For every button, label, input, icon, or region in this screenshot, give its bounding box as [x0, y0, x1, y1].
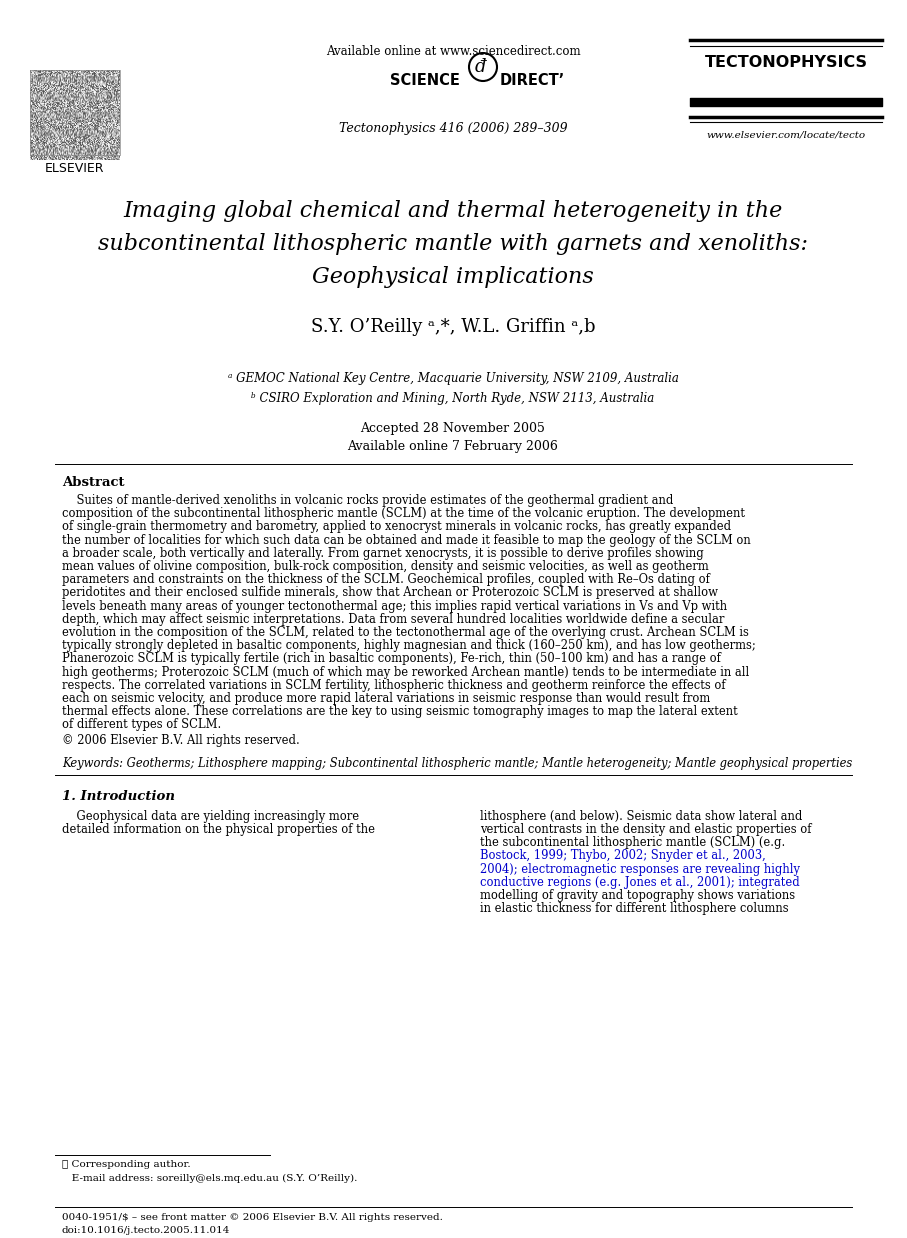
Text: ᵇ CSIRO Exploration and Mining, North Ryde, NSW 2113, Australia: ᵇ CSIRO Exploration and Mining, North Ry…: [251, 392, 655, 405]
Text: evolution in the composition of the SCLM, related to the tectonothermal age of t: evolution in the composition of the SCLM…: [62, 626, 749, 639]
Text: subcontinental lithospheric mantle with garnets and xenoliths:: subcontinental lithospheric mantle with …: [98, 233, 808, 255]
Text: thermal effects alone. These correlations are the key to using seismic tomograph: thermal effects alone. These correlation…: [62, 706, 737, 718]
Text: the subcontinental lithospheric mantle (SCLM) (e.g.: the subcontinental lithospheric mantle (…: [480, 836, 785, 849]
Text: TECTONOPHYSICS: TECTONOPHYSICS: [705, 54, 867, 71]
Text: detailed information on the physical properties of the: detailed information on the physical pro…: [62, 823, 375, 836]
Text: conductive regions (e.g. Jones et al., 2001); integrated: conductive regions (e.g. Jones et al., 2…: [480, 875, 800, 889]
Text: lithosphere (and below). Seismic data show lateral and: lithosphere (and below). Seismic data sh…: [480, 810, 803, 823]
Text: in elastic thickness for different lithosphere columns: in elastic thickness for different litho…: [480, 903, 788, 915]
Text: composition of the subcontinental lithospheric mantle (SCLM) at the time of the : composition of the subcontinental lithos…: [62, 508, 745, 520]
Text: ★ Corresponding author.: ★ Corresponding author.: [62, 1160, 190, 1169]
Text: typically strongly depleted in basaltic components, highly magnesian and thick (: typically strongly depleted in basaltic …: [62, 639, 756, 652]
Text: peridotites and their enclosed sulfide minerals, show that Archean or Proterozoi: peridotites and their enclosed sulfide m…: [62, 587, 718, 599]
Text: Available online 7 February 2006: Available online 7 February 2006: [347, 439, 559, 453]
Text: each on seismic velocity, and produce more rapid lateral variations in seismic r: each on seismic velocity, and produce mo…: [62, 692, 710, 704]
Text: đ: đ: [474, 58, 486, 76]
Text: Tectonophysics 416 (2006) 289–309: Tectonophysics 416 (2006) 289–309: [338, 123, 567, 135]
Text: of different types of SCLM.: of different types of SCLM.: [62, 718, 221, 732]
Text: mean values of olivine composition, bulk-rock composition, density and seismic v: mean values of olivine composition, bulk…: [62, 560, 708, 573]
Text: DIRECT’: DIRECT’: [500, 73, 565, 88]
Text: Geophysical data are yielding increasingly more: Geophysical data are yielding increasing…: [62, 810, 359, 823]
Text: E-mail address: soreilly@els.mq.edu.au (S.Y. O’Reilly).: E-mail address: soreilly@els.mq.edu.au (…: [62, 1174, 357, 1184]
Text: 2004); electromagnetic responses are revealing highly: 2004); electromagnetic responses are rev…: [480, 863, 800, 875]
Text: Suites of mantle-derived xenoliths in volcanic rocks provide estimates of the ge: Suites of mantle-derived xenoliths in vo…: [62, 494, 673, 508]
Text: depth, which may affect seismic interpretations. Data from several hundred local: depth, which may affect seismic interpre…: [62, 613, 725, 625]
Text: 0040-1951/$ – see front matter © 2006 Elsevier B.V. All rights reserved.: 0040-1951/$ – see front matter © 2006 El…: [62, 1213, 443, 1222]
Text: a broader scale, both vertically and laterally. From garnet xenocrysts, it is po: a broader scale, both vertically and lat…: [62, 547, 704, 560]
Text: Geophysical implications: Geophysical implications: [312, 266, 594, 288]
Text: Accepted 28 November 2005: Accepted 28 November 2005: [361, 422, 545, 435]
Text: SCIENCE: SCIENCE: [390, 73, 460, 88]
Text: of single-grain thermometry and barometry, applied to xenocryst minerals in volc: of single-grain thermometry and barometr…: [62, 520, 731, 534]
Text: levels beneath many areas of younger tectonothermal age; this implies rapid vert: levels beneath many areas of younger tec…: [62, 599, 727, 613]
Text: vertical contrasts in the density and elastic properties of: vertical contrasts in the density and el…: [480, 823, 812, 836]
Text: S.Y. O’Reilly ᵃ,*, W.L. Griffin ᵃ,b: S.Y. O’Reilly ᵃ,*, W.L. Griffin ᵃ,b: [311, 318, 595, 335]
Text: Keywords: Geotherms; Lithosphere mapping; Subcontinental lithospheric mantle; Ma: Keywords: Geotherms; Lithosphere mapping…: [62, 756, 853, 770]
Text: high geotherms; Proterozoic SCLM (much of which may be reworked Archean mantle) : high geotherms; Proterozoic SCLM (much o…: [62, 666, 749, 678]
Text: doi:10.1016/j.tecto.2005.11.014: doi:10.1016/j.tecto.2005.11.014: [62, 1226, 230, 1236]
Text: the number of localities for which such data can be obtained and made it feasibl: the number of localities for which such …: [62, 534, 751, 547]
Text: Phanerozoic SCLM is typically fertile (rich in basaltic components), Fe-rich, th: Phanerozoic SCLM is typically fertile (r…: [62, 652, 721, 665]
Text: www.elsevier.com/locate/tecto: www.elsevier.com/locate/tecto: [707, 131, 865, 140]
Text: Abstract: Abstract: [62, 475, 124, 489]
Text: ELSEVIER: ELSEVIER: [45, 162, 104, 175]
Text: Imaging global chemical and thermal heterogeneity in the: Imaging global chemical and thermal hete…: [123, 201, 783, 222]
Text: Available online at www.sciencedirect.com: Available online at www.sciencedirect.co…: [326, 45, 580, 58]
Text: respects. The correlated variations in SCLM fertility, lithospheric thickness an: respects. The correlated variations in S…: [62, 678, 726, 692]
Text: modelling of gravity and topography shows variations: modelling of gravity and topography show…: [480, 889, 795, 903]
Text: 1. Introduction: 1. Introduction: [62, 790, 175, 802]
Text: parameters and constraints on the thickness of the SCLM. Geochemical profiles, c: parameters and constraints on the thickn…: [62, 573, 710, 587]
Text: Bostock, 1999; Thybo, 2002; Snyder et al., 2003,: Bostock, 1999; Thybo, 2002; Snyder et al…: [480, 849, 766, 863]
Text: © 2006 Elsevier B.V. All rights reserved.: © 2006 Elsevier B.V. All rights reserved…: [62, 734, 299, 747]
Text: ᵃ GEMOC National Key Centre, Macquarie University, NSW 2109, Australia: ᵃ GEMOC National Key Centre, Macquarie U…: [228, 371, 678, 385]
